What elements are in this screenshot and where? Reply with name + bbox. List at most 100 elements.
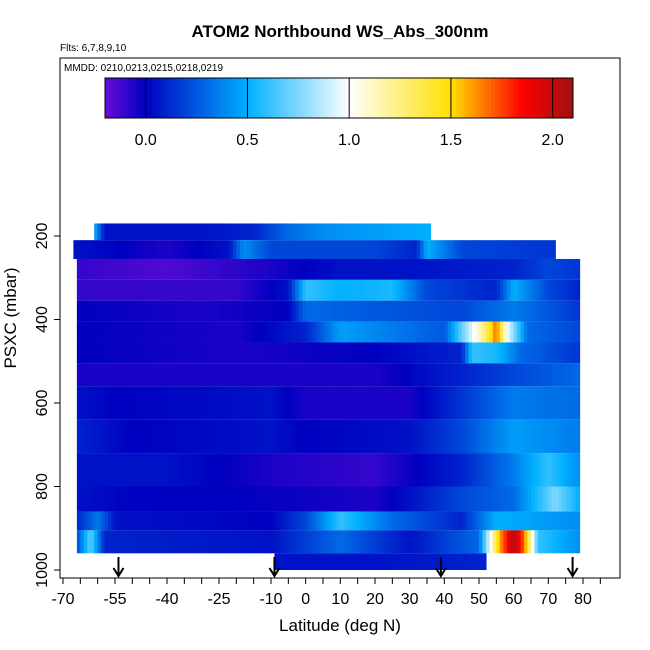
colorbar-segment (436, 78, 441, 118)
heatmap-cell (503, 258, 508, 280)
heatmap-cell (492, 258, 497, 280)
heatmap-cell (76, 386, 81, 420)
colorbar-segment (518, 78, 523, 118)
heatmap-cell (305, 486, 310, 512)
heatmap-cell (201, 363, 206, 387)
heatmap-cell (170, 511, 175, 531)
heatmap-cell (354, 240, 359, 259)
colorbar-segment (553, 78, 558, 118)
heatmap-cell (153, 386, 158, 420)
heatmap-cell (80, 342, 85, 364)
heatmap-cell (347, 419, 352, 454)
heatmap-cell (243, 240, 248, 259)
heatmap-cell (108, 419, 113, 454)
colorbar-segment (206, 78, 211, 118)
heatmap-cell (118, 386, 123, 420)
heatmap-cell (381, 363, 386, 387)
heatmap-cell (378, 279, 383, 301)
heatmap-cell (264, 279, 269, 301)
heatmap-cell (222, 240, 227, 259)
heatmap-cell (142, 240, 147, 259)
heatmap-cell (271, 240, 276, 259)
heatmap-cell (503, 453, 508, 487)
heatmap-cell (250, 240, 255, 259)
heatmap-cell (146, 386, 151, 420)
heatmap-cell (222, 486, 227, 512)
heatmap-cell (111, 223, 116, 241)
heatmap-cell (94, 258, 99, 280)
colorbar-segment (487, 78, 492, 118)
heatmap-cell (167, 530, 172, 554)
heatmap-cell (517, 279, 522, 301)
heatmap-cell (454, 553, 459, 570)
heatmap-cell (219, 300, 224, 322)
heatmap-cell (139, 419, 144, 454)
heatmap-cell (184, 453, 189, 487)
heatmap-cell (461, 240, 466, 259)
heatmap-cell (121, 240, 126, 259)
heatmap-cell (94, 530, 99, 554)
heatmap-cell (219, 279, 224, 301)
heatmap-cell (395, 386, 400, 420)
heatmap-cell (333, 342, 338, 364)
heatmap-cell (472, 279, 477, 301)
colorbar-segment (385, 78, 391, 118)
heatmap-cell (309, 511, 314, 531)
heatmap-cell (343, 258, 348, 280)
heatmap-cell (326, 321, 331, 343)
heatmap-cell (506, 453, 511, 487)
heatmap-cell (544, 300, 549, 322)
heatmap-cell (347, 342, 352, 364)
heatmap-cell (194, 453, 199, 487)
heatmap-cell (440, 240, 445, 259)
heatmap-cell (465, 553, 470, 570)
heatmap-cell (475, 279, 480, 301)
heatmap-cell (198, 321, 203, 343)
colorbar-segment (537, 78, 543, 118)
heatmap-cell (111, 453, 116, 487)
heatmap-cell (572, 300, 577, 322)
heatmap-cell (83, 258, 88, 280)
heatmap-cell (399, 321, 404, 343)
heatmap-cell (381, 321, 386, 343)
heatmap-cell (343, 300, 348, 322)
heatmap-cell (329, 342, 334, 364)
heatmap-cell (326, 258, 331, 280)
heatmap-cell (461, 279, 466, 301)
colorbar-segment (261, 78, 266, 118)
heatmap-cell (364, 553, 369, 570)
heatmap-cell (302, 342, 307, 364)
heatmap-cell (475, 511, 480, 531)
heatmap-cell (340, 419, 345, 454)
colorbar-segment (284, 78, 289, 118)
heatmap-cell (444, 530, 449, 554)
colorbar-segment (378, 78, 383, 118)
heatmap-cell (485, 486, 490, 512)
heatmap-cell (465, 453, 470, 487)
heatmap-cell (364, 300, 369, 322)
heatmap-cell (375, 300, 380, 322)
heatmap-cell (135, 240, 140, 259)
heatmap-cell (80, 300, 85, 322)
heatmap-cell (416, 321, 421, 343)
heatmap-cell (191, 363, 196, 387)
heatmap-cell (128, 511, 133, 531)
heatmap-cell (343, 342, 348, 364)
heatmap-cell (128, 240, 133, 259)
heatmap-cell (198, 419, 203, 454)
heatmap-cell (288, 258, 293, 280)
heatmap-cell (243, 342, 248, 364)
heatmap-cell (309, 240, 314, 259)
heatmap-cell (576, 386, 581, 420)
colorbar-segment (159, 78, 164, 118)
heatmap-cell (239, 258, 244, 280)
heatmap-cell (298, 511, 303, 531)
heatmap-cell (83, 386, 88, 420)
heatmap-cell (440, 419, 445, 454)
heatmap-cell (479, 453, 484, 487)
heatmap-cell (291, 553, 296, 570)
heatmap-cell (281, 279, 286, 301)
heatmap-cell (291, 453, 296, 487)
heatmap-cell (368, 511, 373, 531)
heatmap-cell (375, 511, 380, 531)
